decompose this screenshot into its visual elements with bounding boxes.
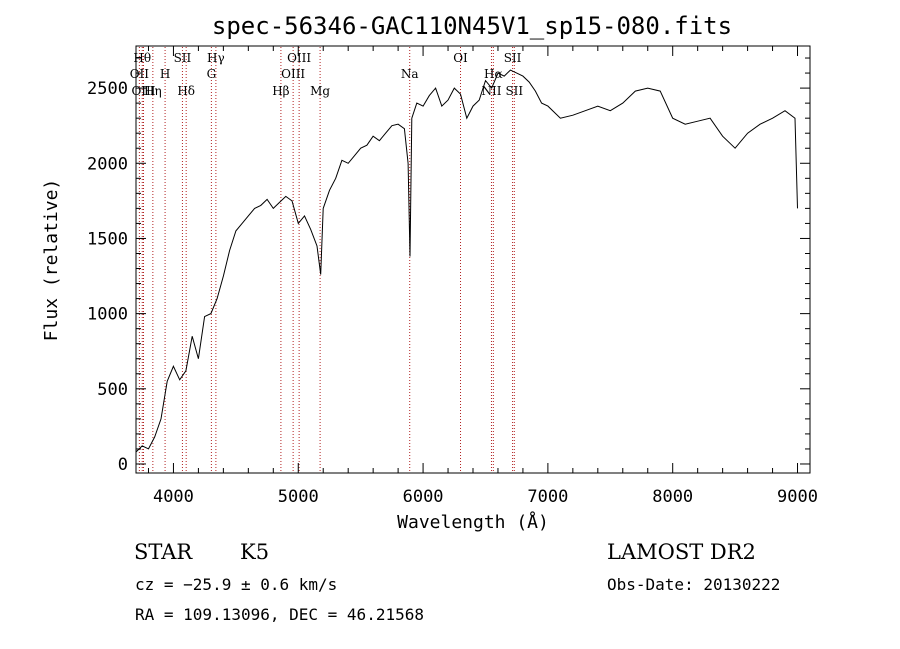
spectral-line-label: Hη — [144, 84, 162, 98]
y-axis-label: Flux (relative) — [41, 179, 62, 342]
y-axis-ticks: 0 500 1000 1500 2000 2500 — [87, 57, 810, 475]
spectrum-line — [135, 69, 798, 453]
object-subclass: K5 — [240, 540, 269, 564]
spectral-line-label: Hβ — [272, 84, 289, 98]
spectral-line-label: SII — [505, 84, 523, 98]
spectral-line-markers — [138, 47, 515, 472]
spectral-line-label: SII — [174, 51, 192, 65]
spectral-line-label: Hθ — [133, 51, 151, 65]
spectral-line-label: OII — [130, 67, 150, 81]
survey-name: LAMOST DR2 — [607, 540, 756, 564]
spectral-line-label: Hδ — [177, 84, 195, 98]
spectral-line-label: OIII — [287, 51, 311, 65]
y-tick-label: 500 — [97, 380, 128, 400]
spectral-line-label: Na — [401, 67, 419, 81]
sky-coordinates: RA = 109.13096, DEC = 46.21568 — [135, 605, 424, 624]
y-tick-label: 2000 — [87, 154, 128, 174]
spectral-line-label: Hα — [484, 67, 503, 81]
spectral-line-label: H — [160, 67, 170, 81]
y-tick-label: 1500 — [87, 229, 128, 249]
spectral-line-label: OIII — [281, 67, 305, 81]
x-axis-label: Wavelength (Å) — [397, 511, 549, 533]
spectral-line-label: Mg — [310, 84, 330, 98]
spectral-line-label: G — [207, 67, 217, 81]
x-tick-label: 8000 — [652, 487, 693, 507]
spectral-line-label: SII — [504, 51, 522, 65]
spectral-line-label: NII — [481, 84, 501, 98]
spectral-line-label: OIII — [131, 84, 155, 98]
object-class: STAR — [134, 540, 193, 564]
observation-date: Obs-Date: 20130222 — [607, 575, 780, 594]
x-tick-label: 6000 — [403, 487, 444, 507]
spectral-line-label: Hγ — [207, 51, 225, 65]
x-tick-label: 5000 — [278, 487, 319, 507]
redshift-velocity: cz = −25.9 ± 0.6 km/s — [135, 575, 337, 594]
y-tick-label: 1000 — [87, 305, 128, 325]
spectral-line-labels: OIIHθOIIIHηHSIIHδGHγHβOIIIOIIIMgNaOINIIH… — [130, 51, 524, 98]
y-tick-label: 2500 — [87, 79, 128, 99]
spectral-line-label: OI — [453, 51, 468, 65]
plot-frame — [135, 45, 811, 474]
x-tick-label: 9000 — [777, 487, 818, 507]
x-tick-label: 7000 — [527, 487, 568, 507]
x-tick-label: 4000 — [153, 487, 194, 507]
x-axis-ticks: 4000 5000 6000 7000 8000 9000 — [147, 46, 818, 507]
y-tick-label: 0 — [118, 455, 128, 475]
chart-title: spec-56346-GAC110N45V1_sp15-080.fits — [212, 12, 732, 40]
